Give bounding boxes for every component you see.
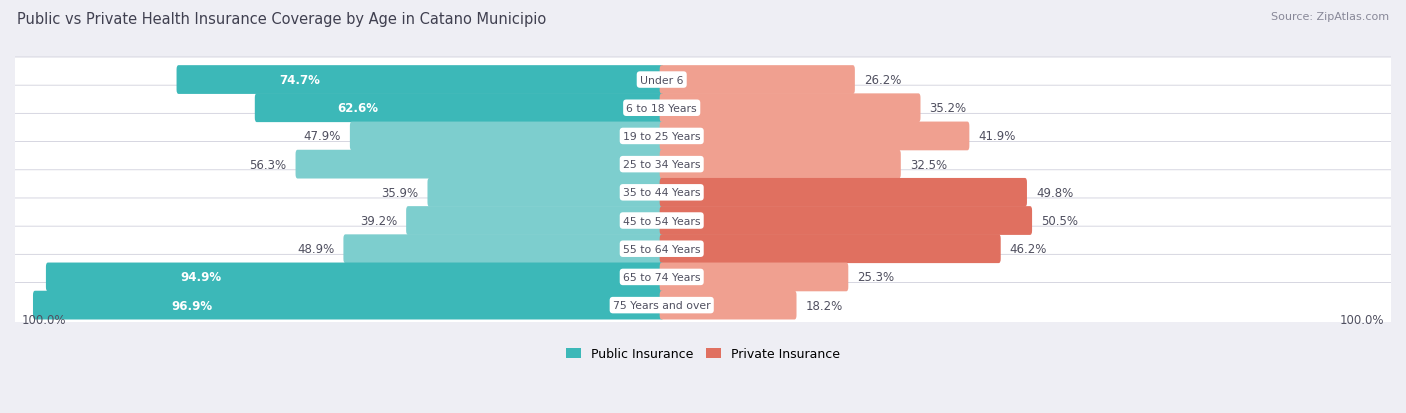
FancyBboxPatch shape	[659, 94, 921, 123]
Text: 35.2%: 35.2%	[929, 102, 966, 115]
Text: 47.9%: 47.9%	[304, 130, 340, 143]
Text: 25.3%: 25.3%	[858, 271, 894, 284]
Text: 35.9%: 35.9%	[381, 186, 419, 199]
Text: 75 Years and over: 75 Years and over	[613, 300, 710, 310]
Text: 50.5%: 50.5%	[1040, 214, 1078, 228]
Text: 25 to 34 Years: 25 to 34 Years	[623, 160, 700, 170]
FancyBboxPatch shape	[659, 178, 1026, 207]
FancyBboxPatch shape	[659, 122, 969, 151]
FancyBboxPatch shape	[32, 291, 664, 320]
Legend: Public Insurance, Private Insurance: Public Insurance, Private Insurance	[561, 342, 845, 366]
FancyBboxPatch shape	[11, 255, 1395, 300]
FancyBboxPatch shape	[659, 150, 901, 179]
FancyBboxPatch shape	[11, 170, 1395, 215]
Text: 45 to 54 Years: 45 to 54 Years	[623, 216, 700, 226]
Text: 48.9%: 48.9%	[297, 242, 335, 256]
FancyBboxPatch shape	[254, 94, 664, 123]
FancyBboxPatch shape	[295, 150, 664, 179]
FancyBboxPatch shape	[406, 206, 664, 235]
Text: 26.2%: 26.2%	[863, 74, 901, 87]
FancyBboxPatch shape	[427, 178, 664, 207]
FancyBboxPatch shape	[11, 86, 1395, 131]
Text: 100.0%: 100.0%	[1340, 313, 1384, 327]
FancyBboxPatch shape	[350, 122, 664, 151]
Text: 49.8%: 49.8%	[1036, 186, 1073, 199]
Text: Under 6: Under 6	[640, 75, 683, 85]
Text: 18.2%: 18.2%	[806, 299, 842, 312]
FancyBboxPatch shape	[659, 235, 1001, 263]
Text: 62.6%: 62.6%	[337, 102, 378, 115]
FancyBboxPatch shape	[11, 283, 1395, 328]
Text: 74.7%: 74.7%	[278, 74, 319, 87]
Text: 41.9%: 41.9%	[979, 130, 1015, 143]
Text: 56.3%: 56.3%	[249, 158, 287, 171]
Text: 65 to 74 Years: 65 to 74 Years	[623, 272, 700, 282]
FancyBboxPatch shape	[11, 199, 1395, 244]
Text: 94.9%: 94.9%	[181, 271, 222, 284]
Text: 6 to 18 Years: 6 to 18 Years	[627, 104, 697, 114]
FancyBboxPatch shape	[659, 263, 848, 292]
FancyBboxPatch shape	[659, 206, 1032, 235]
Text: 96.9%: 96.9%	[172, 299, 212, 312]
FancyBboxPatch shape	[11, 142, 1395, 187]
Text: 32.5%: 32.5%	[910, 158, 946, 171]
Text: 39.2%: 39.2%	[360, 214, 398, 228]
Text: 35 to 44 Years: 35 to 44 Years	[623, 188, 700, 198]
FancyBboxPatch shape	[46, 263, 664, 292]
FancyBboxPatch shape	[11, 58, 1395, 103]
Text: 100.0%: 100.0%	[22, 313, 66, 327]
Text: 55 to 64 Years: 55 to 64 Years	[623, 244, 700, 254]
FancyBboxPatch shape	[343, 235, 664, 263]
Text: Public vs Private Health Insurance Coverage by Age in Catano Municipio: Public vs Private Health Insurance Cover…	[17, 12, 546, 27]
Text: 19 to 25 Years: 19 to 25 Years	[623, 132, 700, 142]
FancyBboxPatch shape	[11, 114, 1395, 159]
Text: 46.2%: 46.2%	[1010, 242, 1047, 256]
FancyBboxPatch shape	[659, 66, 855, 95]
FancyBboxPatch shape	[659, 291, 797, 320]
FancyBboxPatch shape	[11, 227, 1395, 272]
Text: Source: ZipAtlas.com: Source: ZipAtlas.com	[1271, 12, 1389, 22]
FancyBboxPatch shape	[177, 66, 664, 95]
